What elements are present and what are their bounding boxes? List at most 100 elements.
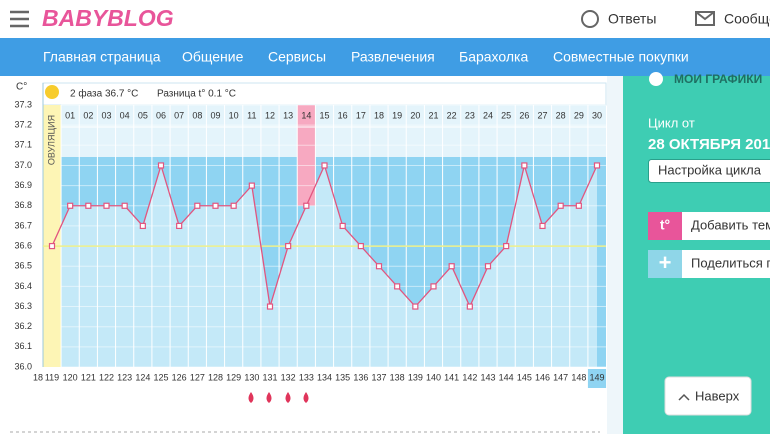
add-label[interactable]: Добавить тем: [691, 217, 770, 232]
x-tick-label: 136: [353, 372, 368, 382]
y-tick-label: 36.1: [14, 341, 32, 351]
section-icon: [649, 72, 663, 86]
day-number: 12: [265, 110, 275, 120]
day-number: 11: [247, 110, 256, 120]
y-tick-label: 36.2: [14, 321, 32, 331]
data-point: [85, 202, 92, 209]
data-point: [466, 303, 473, 310]
settings-button-label[interactable]: Настройка цикла: [658, 162, 762, 177]
menu-icon[interactable]: [10, 10, 29, 28]
day-number: 29: [574, 110, 584, 120]
data-point: [157, 162, 165, 169]
gutter: [607, 76, 623, 434]
day-highlight: [297, 105, 316, 206]
nav-item[interactable]: Совместные покупки: [553, 49, 689, 65]
period-marks: [248, 392, 309, 403]
x-tick-label: 132: [281, 372, 296, 382]
x-tick-label: 129: [226, 372, 241, 382]
data-point: [266, 303, 274, 310]
data-point: [557, 202, 564, 209]
header-link[interactable]: Ответы: [608, 11, 656, 27]
day-number: 14: [301, 110, 311, 120]
ovulation-icon: [45, 85, 59, 99]
nav-item[interactable]: Главная страница: [43, 49, 161, 65]
y-axis-label: C°: [16, 82, 27, 93]
data-point: [357, 242, 364, 250]
day-number: 19: [392, 110, 402, 120]
section-title[interactable]: МОИ ГРАФИКИ: [674, 72, 762, 86]
x-tick-label: 131: [262, 372, 277, 382]
x-tick-label: 149: [589, 372, 604, 382]
day-number: 02: [83, 110, 93, 120]
day-number: 17: [356, 110, 366, 120]
x-tick-label: 121: [81, 372, 96, 382]
drop-icon: [303, 392, 309, 403]
data-point: [593, 162, 601, 169]
drop-icon: [248, 392, 254, 403]
y-tick-label: 37.3: [14, 99, 32, 109]
mail-icon: [695, 11, 715, 26]
nav-item[interactable]: Общение: [182, 49, 244, 65]
data-point: [521, 162, 528, 169]
data-point: [139, 222, 146, 230]
cycle-date: 28 ОКТЯБРЯ 201: [648, 136, 770, 153]
x-tick-label: 135: [335, 372, 350, 382]
x-tick-label: 124: [135, 372, 150, 382]
data-point: [212, 202, 219, 209]
top-button-label[interactable]: Наверх: [695, 388, 740, 403]
data-point: [194, 202, 201, 209]
logo[interactable]: BABYBLOG: [42, 5, 174, 31]
data-point: [394, 283, 401, 290]
day-number: 09: [210, 110, 220, 120]
data-point: [484, 263, 492, 270]
y-tick-label: 36.9: [14, 180, 32, 190]
day-number: 16: [338, 110, 348, 120]
header: [0, 0, 770, 38]
y-tick-label: 37.0: [14, 160, 32, 170]
nav-item[interactable]: Барахолка: [459, 49, 528, 65]
day-number: 22: [447, 110, 457, 120]
ovulation-column: [43, 105, 61, 367]
day-number: 25: [501, 110, 511, 120]
chevron-icon: [678, 393, 690, 401]
nav-item[interactable]: Сервисы: [268, 49, 326, 65]
settings-button[interactable]: [648, 159, 770, 183]
data-point: [121, 202, 128, 209]
day-number: 06: [156, 110, 166, 120]
legend-entry: Разница t° 0.1 °C: [157, 89, 236, 100]
share-label[interactable]: Поделиться гр: [691, 255, 770, 270]
day-number: 18: [374, 110, 384, 120]
drop-icon: [285, 392, 291, 403]
y-tick-label: 36.6: [14, 240, 32, 250]
x-tick-label: 127: [190, 372, 205, 382]
day-number: 13: [283, 110, 293, 120]
x-tick-label: 145: [517, 372, 532, 382]
y-tick-label: 36.8: [14, 200, 32, 210]
day-number: 20: [410, 110, 420, 120]
day-number: 30: [592, 110, 602, 120]
day-number: 08: [192, 110, 202, 120]
data-point: [48, 242, 56, 250]
data-point: [503, 242, 510, 250]
x-tick-label: 138: [390, 372, 405, 382]
share-icon: [648, 250, 682, 278]
drop-icon: [266, 392, 272, 403]
data-point: [448, 263, 455, 270]
data-point: [285, 242, 292, 250]
x-tick-label: 125: [153, 372, 168, 382]
x-tick-label: 128: [208, 372, 223, 382]
x-tick-label: 130: [244, 372, 259, 382]
day-number: 07: [174, 110, 184, 120]
ovulation-label: ОВУЛЯЦИЯ: [46, 115, 56, 165]
nav-item[interactable]: Развлечения: [351, 49, 435, 65]
top-button[interactable]: [664, 376, 752, 416]
data-point: [67, 202, 74, 209]
x-tick-label: 146: [535, 372, 550, 382]
header-link[interactable]: Сообще: [724, 11, 770, 27]
x-tick-label: 148: [571, 372, 586, 382]
day-number: 03: [101, 110, 111, 120]
answers-icon: [581, 10, 599, 28]
day-number: 21: [428, 110, 438, 120]
data-point: [303, 202, 310, 209]
